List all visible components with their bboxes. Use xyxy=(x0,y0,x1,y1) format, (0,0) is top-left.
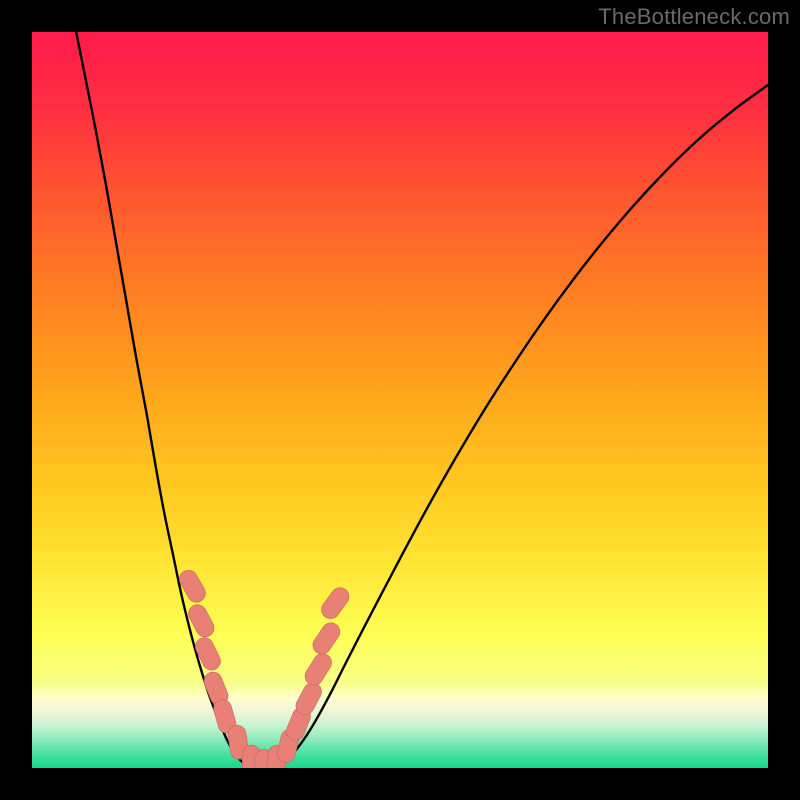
chart-frame: TheBottleneck.com xyxy=(0,0,800,800)
plot-background xyxy=(32,32,768,768)
watermark-text: TheBottleneck.com xyxy=(598,4,790,30)
bottleneck-chart xyxy=(32,32,768,768)
